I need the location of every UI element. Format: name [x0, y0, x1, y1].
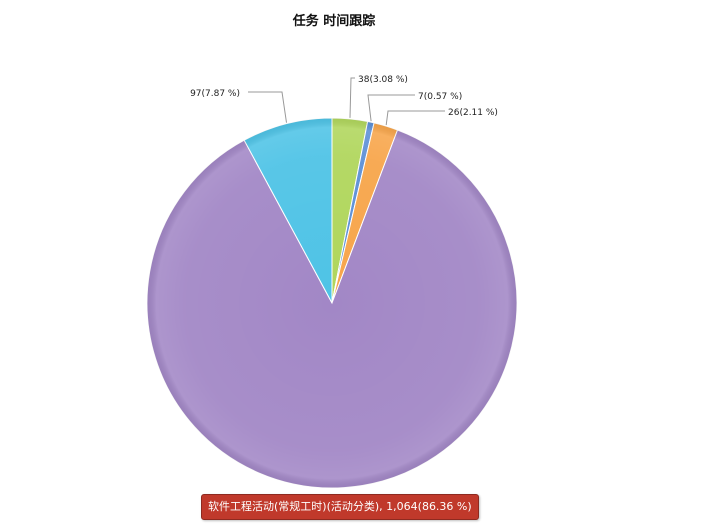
- leader-line-1: [367, 94, 415, 122]
- slice-label-0: 38(3.08 %): [358, 75, 408, 85]
- leader-lines: [248, 77, 445, 126]
- slice-label-1: 7(0.57 %): [418, 92, 462, 102]
- chart-title: 任务 时间跟踪: [292, 14, 376, 29]
- leader-line-4: [248, 91, 287, 123]
- leader-line-2: [385, 110, 445, 126]
- leader-line-0: [349, 77, 355, 118]
- pie-shading: [147, 118, 517, 488]
- slice-label-2: 26(2.11 %): [448, 108, 498, 118]
- slice-tooltip: 软件工程活动(常规工时)(活动分类), 1,064(86.36 %): [201, 494, 479, 520]
- slice-labels: 38(3.08 %) 7(0.57 %) 26(2.11 %) 97(7.87 %): [190, 75, 498, 118]
- slice-label-4: 97(7.87 %): [190, 89, 240, 99]
